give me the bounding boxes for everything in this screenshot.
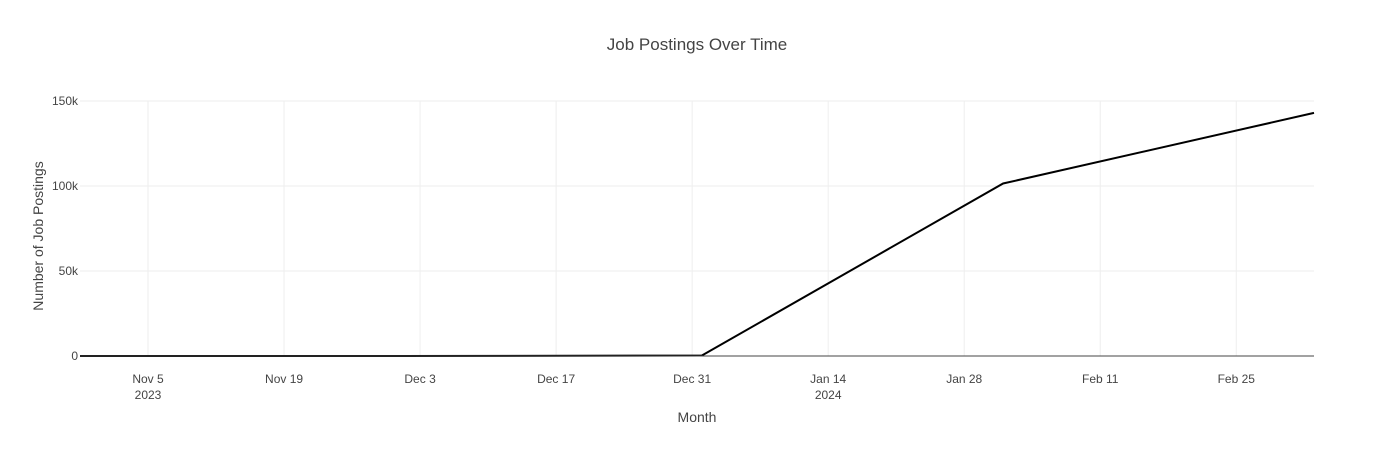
y-axis-title: Number of Job Postings [30, 161, 46, 310]
x-tick-label: Nov 19 [265, 372, 303, 386]
series-layer [80, 111, 1315, 357]
x-axis-title: Month [678, 409, 717, 425]
series-line [80, 111, 1315, 357]
x-tick-label: Dec 31 [673, 372, 711, 386]
x-tick-label: Jan 14 [810, 372, 846, 386]
x-tick-label: Jan 28 [946, 372, 982, 386]
y-tick-label: 150k [52, 94, 79, 108]
y-tick-label: 100k [52, 179, 79, 193]
x-tick-sublabel: 2023 [135, 388, 162, 402]
x-tick-label: Feb 11 [1082, 372, 1119, 386]
x-tick-label: Nov 5 [132, 372, 164, 386]
y-tick-label: 0 [71, 349, 78, 363]
y-tick-label: 50k [59, 264, 79, 278]
x-tick-sublabel: 2024 [815, 388, 842, 402]
grid-layer [80, 100, 1314, 356]
chart-title: Job Postings Over Time [607, 35, 787, 54]
x-tick-label: Dec 3 [404, 372, 436, 386]
x-tick-label: Dec 17 [537, 372, 575, 386]
x-tick-label: Feb 25 [1218, 372, 1256, 386]
axis-layer: Nov 5 2023 Nov 19 Dec 3 Dec 17 Dec 31 Jan 14 20… [52, 94, 1314, 402]
